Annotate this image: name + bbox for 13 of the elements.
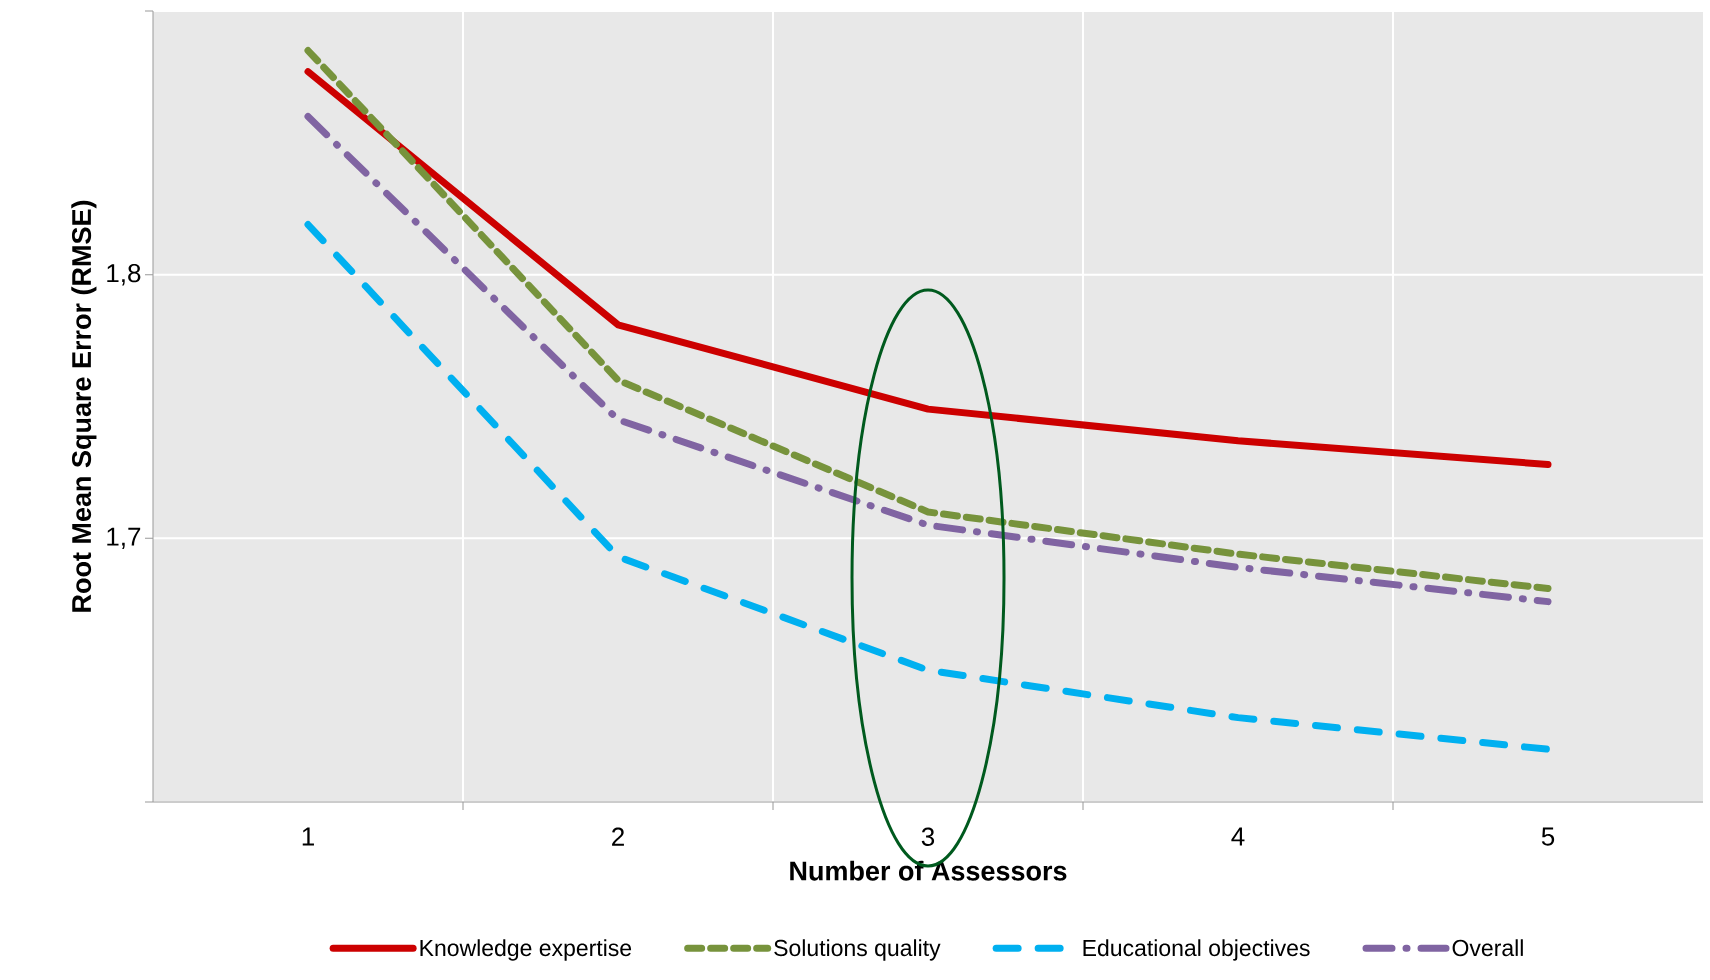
x-axis-title: Number of Assessors	[790, 860, 1067, 881]
legend-label: Educational objectives	[1083, 939, 1310, 961]
x-tick-label: 5	[1541, 827, 1555, 846]
x-tick-label: 1	[302, 827, 314, 846]
legend-label: Overall	[1452, 939, 1523, 957]
x-tick-label: 3	[921, 827, 935, 846]
y-axis-title: Root Mean Square Error (RMSE)	[71, 200, 97, 612]
y-tick-label: 1,8	[107, 263, 141, 286]
y-tick-label: 1,7	[107, 527, 141, 549]
legend-label: Solutions quality	[774, 939, 941, 961]
legend-label: Knowledge expertise	[420, 939, 632, 961]
x-tick-label: 2	[612, 827, 624, 846]
x-tick-label: 4	[1231, 827, 1245, 846]
